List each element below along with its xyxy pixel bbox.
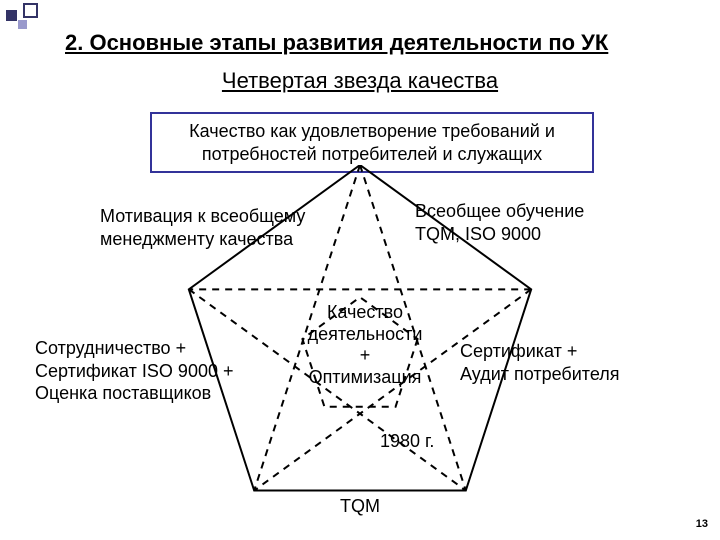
label-lower-left-line2: Сертификат ISO 9000 +	[35, 361, 233, 381]
corner-decoration-icon	[0, 0, 50, 40]
label-center: Качество деятельности + Оптимизация	[300, 302, 430, 388]
label-upper-right-line2: TQM, ISO 9000	[415, 224, 541, 244]
label-center-line3: +	[360, 345, 371, 365]
slide: 2. Основные этапы развития деятельности …	[0, 0, 720, 540]
top-definition-box: Качество как удовлетворение требований и…	[150, 112, 594, 173]
label-upper-right: Всеобщее обучение TQM, ISO 9000	[415, 200, 635, 245]
slide-title: 2. Основные этапы развития деятельности …	[65, 30, 608, 56]
label-bottom: TQM	[340, 495, 380, 518]
label-center-line1: Качество	[327, 302, 403, 322]
label-upper-left: Мотивация к всеобщему менеджменту качест…	[100, 205, 310, 250]
label-center-line2: деятельности	[308, 324, 423, 344]
label-lower-right-line1: Сертификат +	[460, 341, 577, 361]
page-number: 13	[696, 518, 708, 530]
label-year: 1980 г.	[380, 430, 434, 453]
label-lower-left-line1: Сотрудничество +	[35, 338, 186, 358]
label-upper-right-line1: Всеобщее обучение	[415, 201, 584, 221]
label-center-line4: Оптимизация	[309, 367, 422, 387]
slide-subtitle: Четвертая звезда качества	[0, 68, 720, 94]
label-lower-left: Сотрудничество + Сертификат ISO 9000 + О…	[35, 337, 265, 405]
label-lower-right: Сертификат + Аудит потребителя	[460, 340, 680, 385]
label-lower-left-line3: Оценка поставщиков	[35, 383, 211, 403]
label-lower-right-line2: Аудит потребителя	[460, 364, 620, 384]
